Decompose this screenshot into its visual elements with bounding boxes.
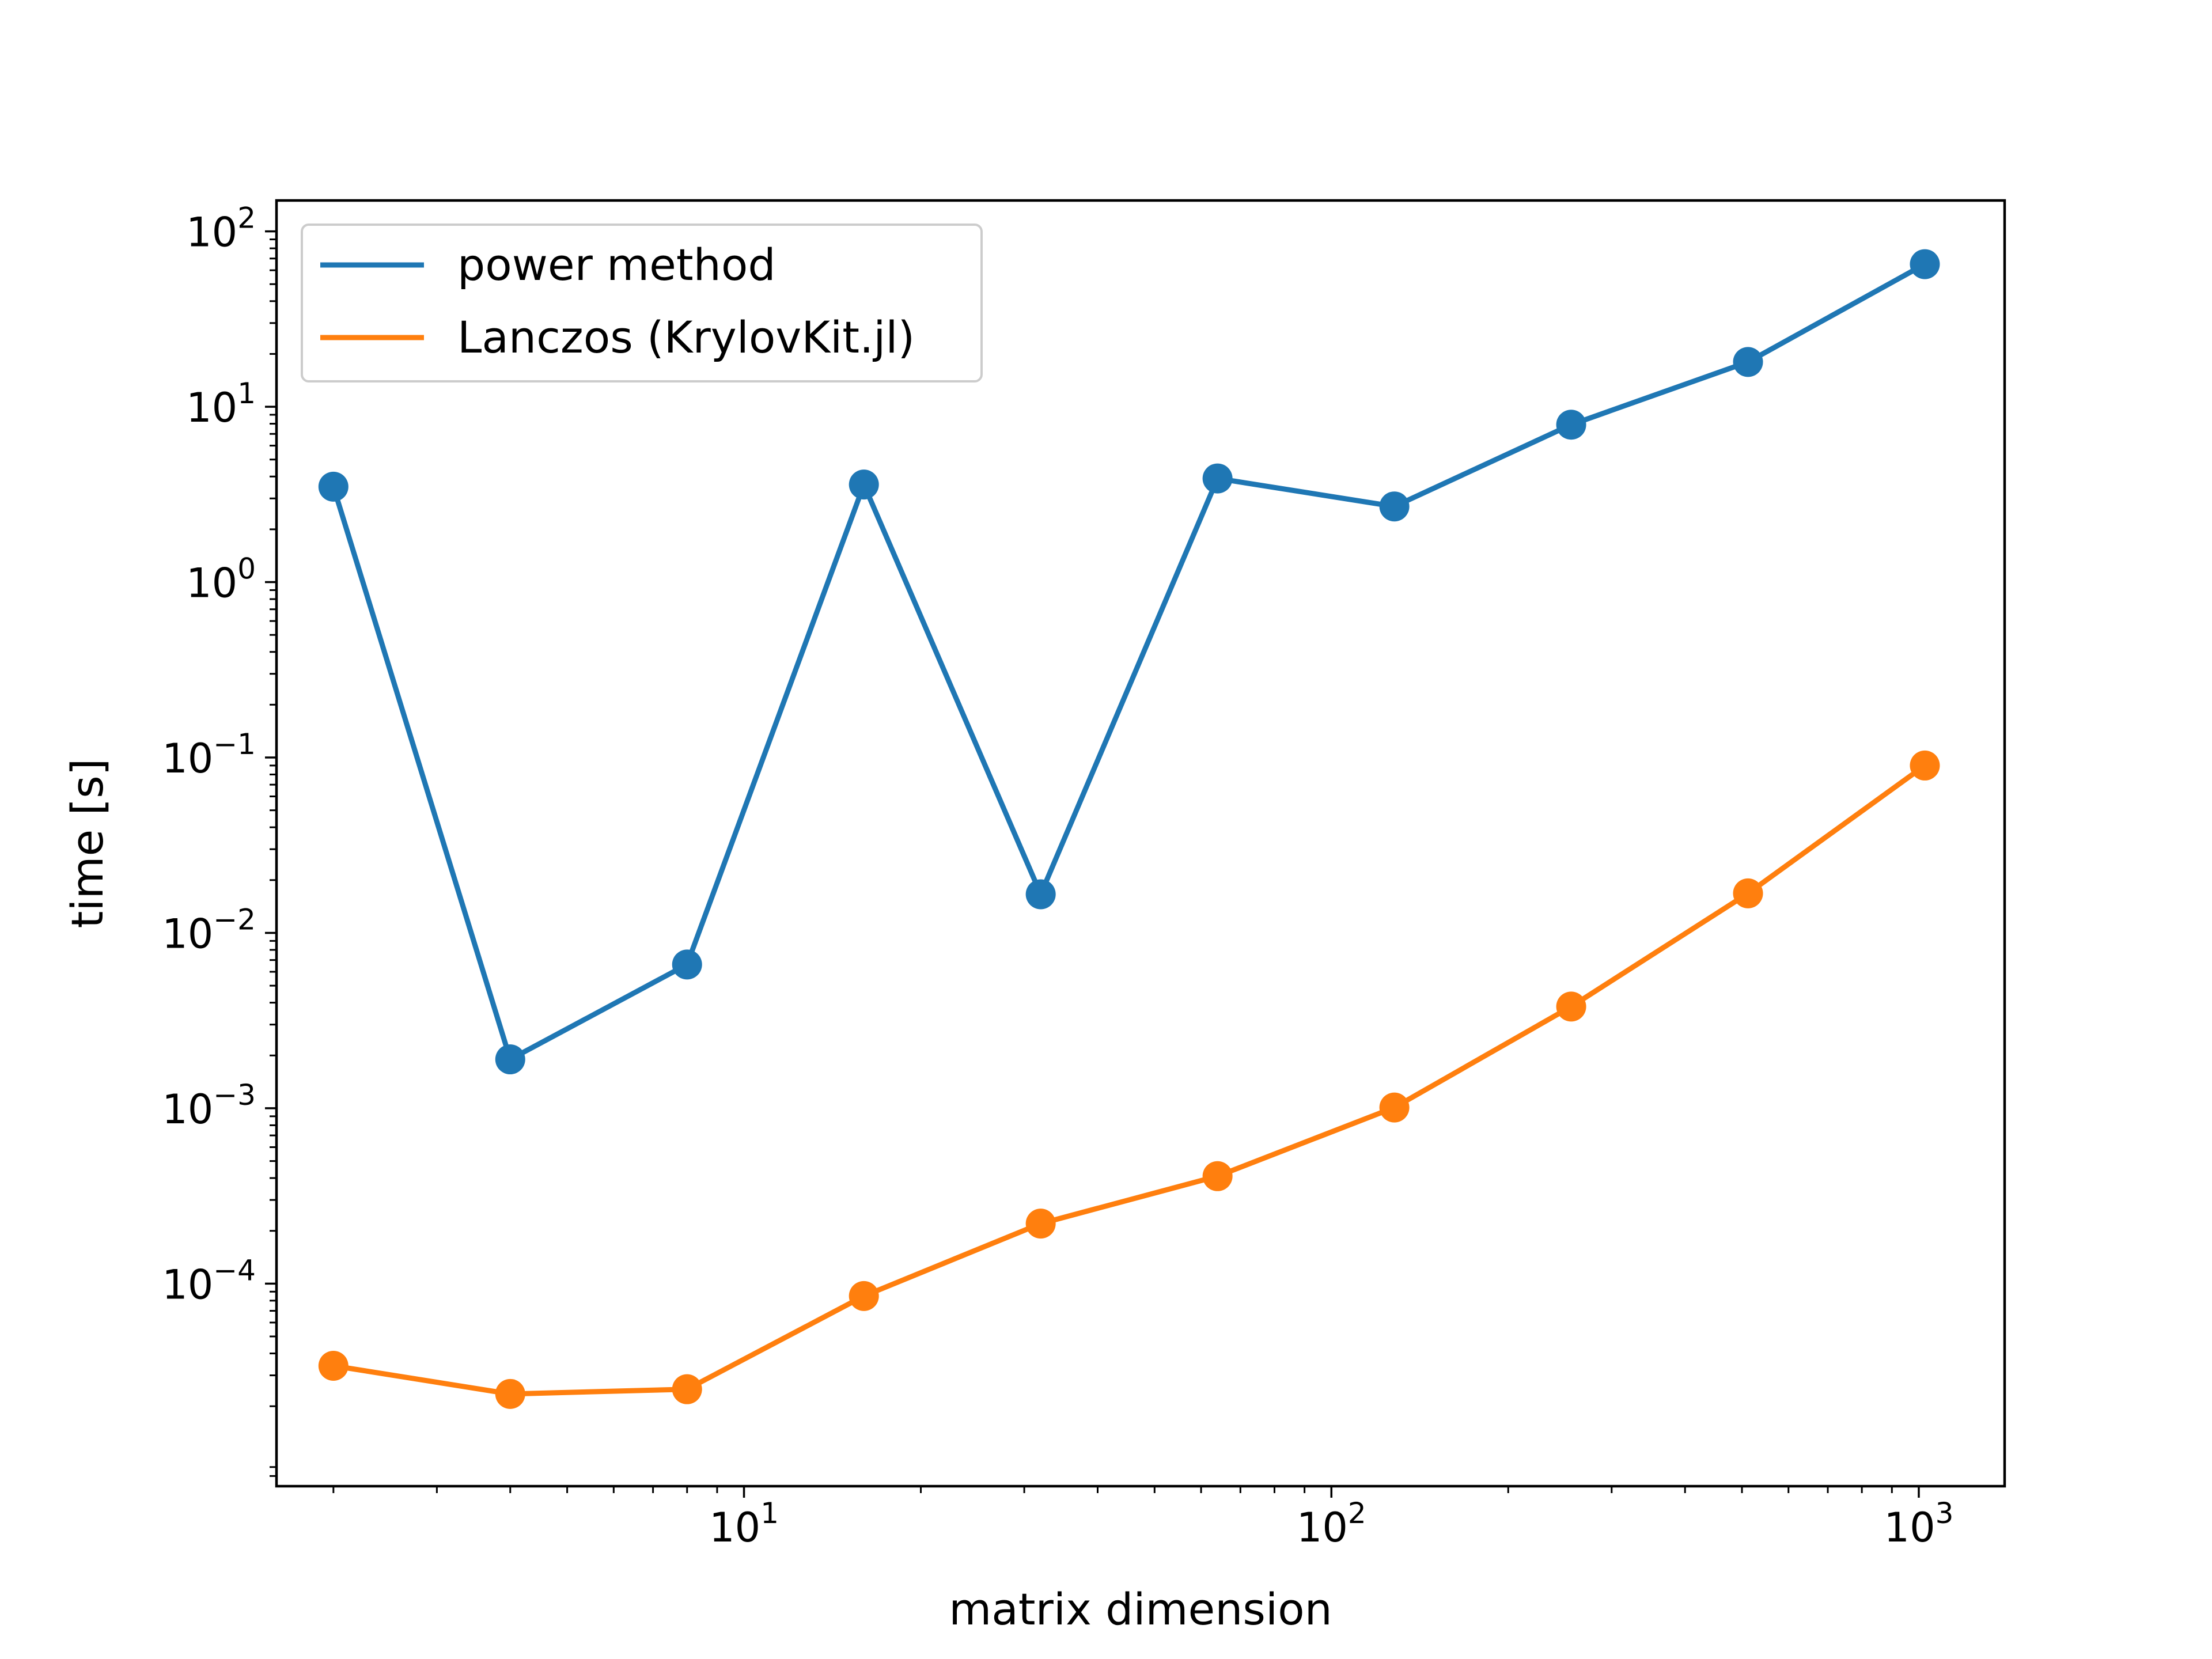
y-axis-label: time [s] (62, 759, 113, 929)
legend-box (301, 224, 983, 382)
data-point (1556, 410, 1586, 440)
data-point (318, 471, 349, 502)
data-point (1910, 750, 1940, 781)
y-tick-label: 10−2 (162, 903, 256, 957)
data-point (495, 1378, 525, 1409)
data-point (1733, 347, 1763, 377)
data-point (1910, 249, 1940, 279)
series-line (333, 763, 1927, 1397)
legend-label: power method (457, 239, 776, 290)
series-layer (318, 249, 1940, 1409)
major-ticks (265, 230, 1920, 1498)
data-point (1556, 991, 1586, 1022)
data-point (1025, 879, 1056, 910)
tick-labels: 101 102 103 10−4 10−3 10−2 10−1 100 101 102 (162, 202, 1953, 1551)
y-tick-label: 10−1 (162, 728, 256, 782)
x-tick-label: 102 (1297, 1497, 1366, 1551)
y-tick-label: 10−4 (162, 1253, 256, 1308)
legend-item: Lanczos (KrylovKit.jl) (320, 312, 915, 363)
data-point (1379, 1092, 1410, 1123)
legend-label: Lanczos (KrylovKit.jl) (457, 312, 915, 363)
data-point (1025, 1209, 1056, 1239)
data-point (849, 469, 879, 500)
data-point (1202, 1161, 1233, 1191)
y-tick-label: 102 (186, 202, 256, 256)
legend-item: power method (320, 239, 776, 290)
series-1 (318, 249, 1940, 1075)
data-point (672, 1374, 702, 1404)
data-point (495, 1044, 525, 1075)
x-tick-label: 101 (709, 1497, 779, 1551)
series-2 (318, 750, 1940, 1409)
data-point (318, 1351, 349, 1381)
legend: power method Lanczos (KrylovKit.jl) (301, 224, 983, 382)
y-tick-label: 101 (186, 377, 256, 431)
data-point (1733, 878, 1763, 908)
y-tick-label: 10−3 (162, 1078, 256, 1133)
x-tick-label: 103 (1884, 1497, 1954, 1551)
plot-frame (275, 199, 2006, 1488)
x-axis-label: matrix dimension (949, 1584, 1332, 1635)
series-line (331, 262, 1926, 1062)
data-point (1202, 463, 1233, 494)
data-point (672, 949, 702, 980)
y-tick-label: 100 (186, 552, 256, 607)
data-point (849, 1281, 879, 1311)
data-point (1379, 491, 1410, 522)
